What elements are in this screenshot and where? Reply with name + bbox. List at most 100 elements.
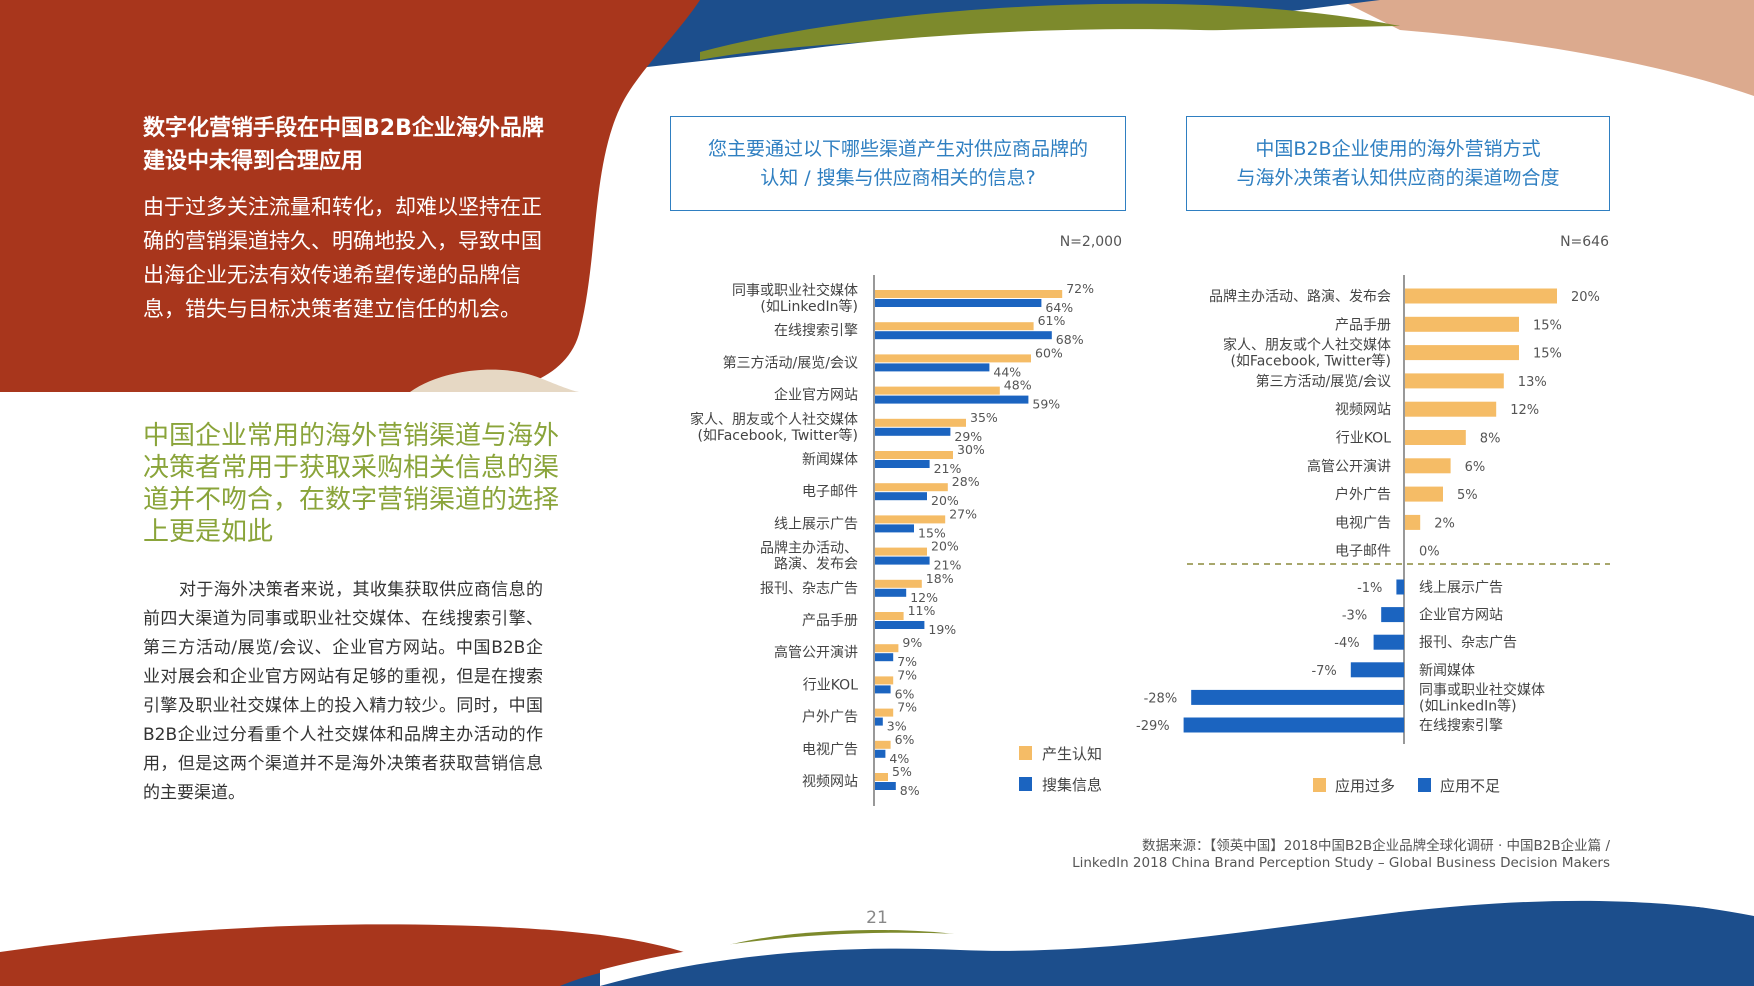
chart2-title-box: 中国B2B企业使用的海外营销方式 与海外决策者认知供应商的渠道吻合度 (1186, 116, 1610, 211)
chart2-n-label: N=646 (1560, 234, 1609, 250)
chart2-bar-underused (1381, 607, 1404, 623)
chart2-title-line2: 与海外决策者认知供应商的渠道吻合度 (1236, 166, 1560, 189)
chart1-data-label: 7% (897, 700, 917, 715)
chart1-data-label: 60% (1035, 345, 1063, 360)
chart2-legend-swatch (1313, 778, 1326, 792)
chart1-category-label: 第三方活动/展览/会议 (723, 354, 858, 371)
chart1-data-label: 4% (889, 751, 909, 766)
chart2-legend-label: 应用不足 (1440, 777, 1500, 795)
chart1-data-label: 29% (954, 429, 982, 444)
chart2-bar-overused (1405, 316, 1519, 332)
chart1-category-label: 同事或职业社交媒体 (732, 282, 858, 299)
chart1-category-label: 路演、发布会 (774, 557, 858, 573)
chart1-bar-awareness (875, 322, 1034, 331)
chart1-legend-label: 搜集信息 (1042, 776, 1102, 794)
chart1-category-label: 户外广告 (802, 709, 858, 726)
chart1-bar-awareness (875, 579, 922, 588)
chart2-data-label: -29% (1136, 719, 1170, 734)
chart1-bar-awareness (875, 386, 1000, 395)
chart1-bar-awareness (875, 708, 894, 717)
chart1-data-label: 6% (895, 686, 915, 701)
chart1-data-label: 3% (887, 719, 907, 734)
chart1-bar-search (875, 331, 1052, 340)
bg-left-beige (410, 369, 580, 392)
bg-left-red (0, 0, 700, 392)
chart1-data-label: 6% (895, 732, 915, 747)
chart1-bar-search (875, 524, 914, 533)
source-line2: LinkedIn 2018 China Brand Perception Stu… (1072, 855, 1610, 871)
chart1-bar-awareness (875, 515, 946, 524)
chart2-bar-overused (1405, 288, 1557, 304)
chart2-category-label: (如Facebook, Twitter等) (1230, 353, 1391, 370)
body-paragraph: 对于海外决策者来说，其收集获取供应商信息的前四大渠道为同事或职业社交媒体、在线搜… (143, 580, 543, 803)
chart1-category-label: (如Facebook, Twitter等) (697, 427, 858, 444)
chart2-bar-overused (1405, 458, 1451, 474)
chart2-category-label: 报刊、杂志广告 (1419, 635, 1517, 651)
chart1-data-label: 64% (1045, 300, 1073, 315)
chart2-data-label: 20% (1571, 290, 1600, 305)
chart2-category-label: 高管公开演讲 (1307, 458, 1391, 475)
chart1-bar-awareness (875, 773, 888, 781)
section-heading: 数字化营销手段在中国B2B企业海外品牌建设中未得到合理应用 (143, 116, 544, 174)
chart2-bar-overused (1405, 401, 1497, 417)
chart1-category-label: 新闻媒体 (802, 452, 858, 468)
chart2-data-label: 5% (1457, 488, 1478, 503)
chart1-data-label: 44% (993, 364, 1021, 379)
chart1-data-label: 21% (934, 461, 962, 476)
chart1-legend-swatch (1019, 777, 1032, 791)
chart2-bar-underused (1373, 634, 1404, 650)
chart1-category-label: 行业KOL (803, 677, 858, 693)
chart2-bar-underused (1191, 689, 1404, 705)
chart1-data-label: 20% (931, 539, 959, 554)
chart2-category-label: 视频网站 (1335, 402, 1391, 418)
chart1-bar-awareness (875, 418, 966, 427)
chart2-title-line1: 中国B2B企业使用的海外营销方式 (1255, 137, 1541, 160)
chart1-legend-swatch (1019, 746, 1032, 760)
chart1-bar-search (875, 427, 951, 436)
chart1-data-label: 20% (931, 493, 959, 508)
page-number: 21 (866, 908, 888, 928)
chart1-category-label: 视频网站 (802, 774, 858, 790)
chart1-title-line2: 认知 / 搜集与供应商相关的信息? (760, 166, 1036, 189)
chart2-bar-overused (1405, 430, 1466, 445)
chart1-bar-search (875, 717, 883, 726)
chart1-data-label: 72% (1066, 281, 1094, 296)
chart2-category-label: 行业KOL (1336, 431, 1391, 447)
bg-top-right-peach (1340, 0, 1754, 96)
chart1-legend-label: 产生认知 (1042, 745, 1102, 763)
chart2-category-label: 新闻媒体 (1419, 663, 1475, 679)
chart1-bar-search (875, 621, 925, 629)
chart2-bar-overused (1405, 486, 1443, 502)
chart2-legend-label: 应用过多 (1335, 777, 1395, 795)
chart1-category-label: 家人、朋友或个人社交媒体 (690, 411, 858, 428)
chart1-bar-awareness (875, 612, 904, 620)
chart1-bar-awareness (875, 740, 891, 749)
chart1-bar-search (875, 685, 891, 694)
chart2-data-label: -7% (1311, 664, 1336, 679)
chart1-category-label: 高管公开演讲 (774, 644, 858, 661)
chart1-data-label: 5% (892, 764, 912, 779)
chart2-category-label: 企业官方网站 (1419, 607, 1503, 624)
chart2-bar-overused (1405, 373, 1504, 389)
chart2-category-label: 产品手册 (1335, 317, 1391, 333)
chart1-bar-awareness (875, 644, 899, 653)
chart1-data-label: 61% (1038, 313, 1066, 328)
chart1-bar-awareness (875, 547, 927, 556)
chart2-category-label: (如LinkedIn等) (1419, 697, 1517, 714)
chart1-data-label: 8% (900, 783, 920, 798)
chart1-title-box: 您主要通过以下哪些渠道产生对供应商品牌的 认知 / 搜集与供应商相关的信息? (670, 116, 1126, 211)
chart1-data-label: 18% (926, 571, 954, 586)
chart2-data-label: 2% (1434, 516, 1455, 531)
chart1-category-label: 电子邮件 (802, 484, 858, 500)
data-source: 数据来源：【领英中国】2018中国B2B企业品牌全球化调研 · 中国B2B企业篇… (910, 838, 1610, 872)
chart1-bar-search (875, 588, 907, 597)
chart2-bar-underused (1350, 662, 1404, 678)
chart1-data-label: 35% (970, 410, 998, 425)
chart1-category-label: 在线搜索引擎 (774, 322, 858, 339)
chart2-bar-overused (1405, 345, 1519, 361)
chart2-category-label: 品牌主办活动、路演、发布会 (1209, 288, 1391, 305)
bg-top-wave-white (640, 29, 1754, 120)
chart1-category-label: 产品手册 (802, 613, 858, 629)
chart1-bar-awareness (875, 451, 953, 459)
